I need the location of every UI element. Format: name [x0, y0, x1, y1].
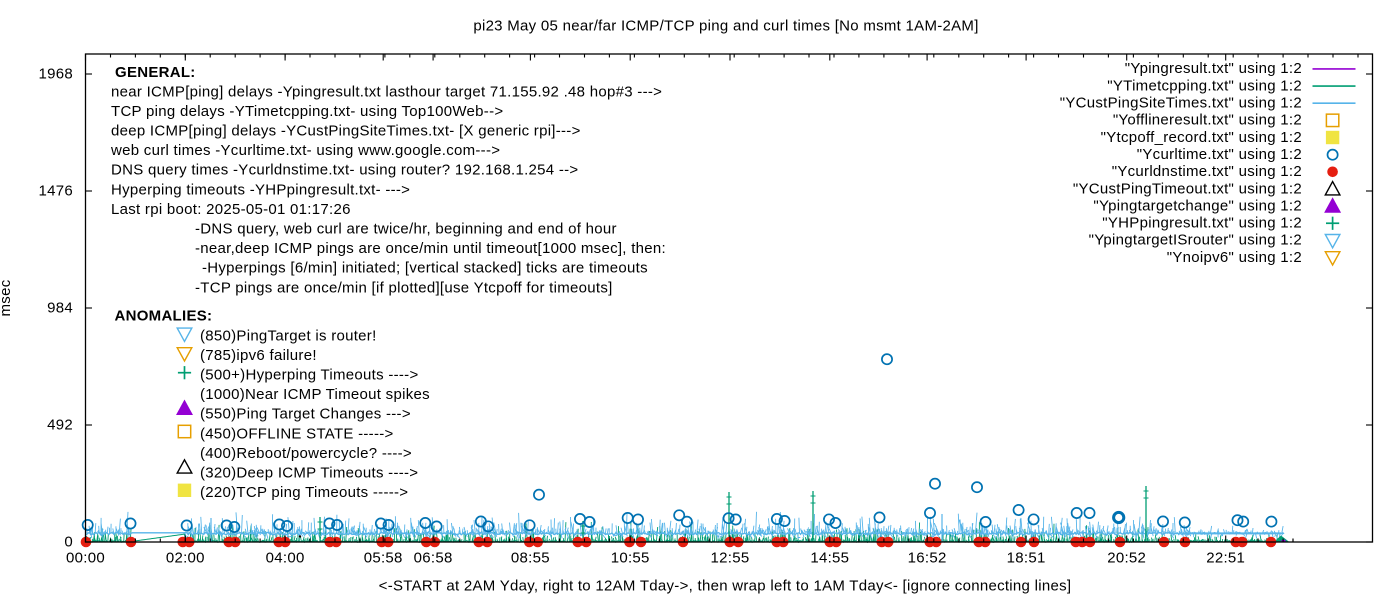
svg-text:-DNS query, web curl are twice: -DNS query, web curl are twice/hr, begin… — [195, 221, 617, 238]
svg-text:"YCustPingSiteTimes.txt" using: "YCustPingSiteTimes.txt" using 1:2 — [1060, 95, 1302, 112]
svg-text:"Ycurltime.txt" using 1:2: "Ycurltime.txt" using 1:2 — [1137, 146, 1302, 163]
svg-text:(450)OFFLINE STATE ----->: (450)OFFLINE STATE -----> — [200, 425, 394, 442]
svg-text:"YCustPingTimeout.txt" using 1: "YCustPingTimeout.txt" using 1:2 — [1073, 180, 1302, 197]
svg-text:DNS query times -Ycurldnstime.: DNS query times -Ycurldnstime.txt- using… — [111, 162, 578, 179]
svg-text:-near,deep ICMP pings are once: -near,deep ICMP pings are once/min until… — [195, 240, 666, 257]
svg-text:12:55: 12:55 — [711, 550, 750, 567]
svg-text:16:52: 16:52 — [908, 550, 947, 567]
svg-text:18:51: 18:51 — [1007, 550, 1046, 567]
svg-text:(500+)Hyperping Timeouts ---->: (500+)Hyperping Timeouts ----> — [200, 367, 418, 384]
svg-text:web curl times -Ycurltime.txt-: web curl times -Ycurltime.txt- using www… — [110, 142, 500, 159]
svg-text:1968: 1968 — [39, 65, 74, 82]
svg-text:0: 0 — [64, 533, 73, 550]
svg-text:near ICMP[ping] delays -Ypingr: near ICMP[ping] delays -Ypingresult.txt … — [111, 83, 662, 100]
svg-text:06:58: 06:58 — [414, 550, 453, 567]
svg-text:984: 984 — [47, 299, 73, 316]
svg-text:04:00: 04:00 — [266, 550, 305, 567]
svg-text:20:52: 20:52 — [1107, 550, 1146, 567]
svg-text:(400)Reboot/powercycle? ---->: (400)Reboot/powercycle? ----> — [200, 445, 412, 462]
svg-text:"YTimetcpping.txt" using 1:2: "YTimetcpping.txt" using 1:2 — [1107, 77, 1302, 94]
svg-text:00:00: 00:00 — [66, 550, 105, 567]
svg-text:14:55: 14:55 — [810, 550, 849, 567]
svg-text:"Ytcpoff_record.txt" using 1:2: "Ytcpoff_record.txt" using 1:2 — [1101, 129, 1302, 146]
svg-text:"Ypingresult.txt" using 1:2: "Ypingresult.txt" using 1:2 — [1125, 60, 1302, 77]
svg-text:<-START at 2AM Yday, right to: <-START at 2AM Yday, right to 12AM Tday-… — [379, 578, 1072, 595]
svg-text:ANOMALIES:: ANOMALIES: — [115, 308, 213, 325]
svg-text:1476: 1476 — [39, 182, 74, 199]
svg-text:492: 492 — [47, 416, 73, 433]
svg-text:02:00: 02:00 — [166, 550, 205, 567]
svg-text:10:55: 10:55 — [611, 550, 650, 567]
svg-text:"Yofflineresult.txt" using 1:2: "Yofflineresult.txt" using 1:2 — [1113, 112, 1302, 129]
svg-text:"YpingtargetISrouter" using 1:: "YpingtargetISrouter" using 1:2 — [1089, 232, 1302, 249]
svg-text:(785)ipv6 failure!: (785)ipv6 failure! — [200, 347, 317, 364]
svg-text:22:51: 22:51 — [1206, 550, 1245, 567]
svg-text:deep ICMP[ping] delays -YCustP: deep ICMP[ping] delays -YCustPingSiteTim… — [111, 123, 581, 140]
svg-text:Hyperping timeouts -YHPpingres: Hyperping timeouts -YHPpingresult.txt- -… — [111, 181, 410, 198]
svg-text:GENERAL:: GENERAL: — [115, 64, 196, 81]
svg-text:05:58: 05:58 — [364, 550, 403, 567]
svg-text:"Ycurldnstime.txt" using 1:2: "Ycurldnstime.txt" using 1:2 — [1112, 163, 1302, 180]
svg-text:(220)TCP ping Timeouts ----->: (220)TCP ping Timeouts -----> — [200, 484, 408, 501]
svg-text:(320)Deep ICMP Timeouts ---->: (320)Deep ICMP Timeouts ----> — [200, 465, 418, 482]
svg-text:"Ynoipv6" using 1:2: "Ynoipv6" using 1:2 — [1167, 249, 1302, 266]
svg-text:-Hyperpings [6/min] initiated;: -Hyperpings [6/min] initiated; [vertical… — [202, 260, 648, 277]
svg-text:msec: msec — [0, 279, 14, 316]
svg-text:-TCP pings are once/min [if pl: -TCP pings are once/min [if plotted][use… — [195, 279, 613, 296]
svg-text:Last rpi boot: 2025-05-01 01:1: Last rpi boot: 2025-05-01 01:17:26 — [111, 201, 351, 218]
svg-text:(550)Ping Target Changes --->: (550)Ping Target Changes ---> — [200, 406, 411, 423]
svg-text:"Ypingtargetchange" using 1:2: "Ypingtargetchange" using 1:2 — [1093, 197, 1302, 214]
svg-text:TCP ping delays -YTimetcpping.: TCP ping delays -YTimetcpping.txt- using… — [111, 103, 503, 120]
svg-text:08:55: 08:55 — [511, 550, 550, 567]
svg-text:"YHPpingresult.txt" using 1:2: "YHPpingresult.txt" using 1:2 — [1102, 215, 1302, 232]
svg-text:(850)PingTarget is router!: (850)PingTarget is router! — [200, 327, 377, 344]
svg-text:pi23 May 05 near/far ICMP/TCP: pi23 May 05 near/far ICMP/TCP ping and c… — [473, 18, 978, 35]
svg-text:(1000)Near ICMP Timeout spikes: (1000)Near ICMP Timeout spikes — [200, 386, 430, 403]
